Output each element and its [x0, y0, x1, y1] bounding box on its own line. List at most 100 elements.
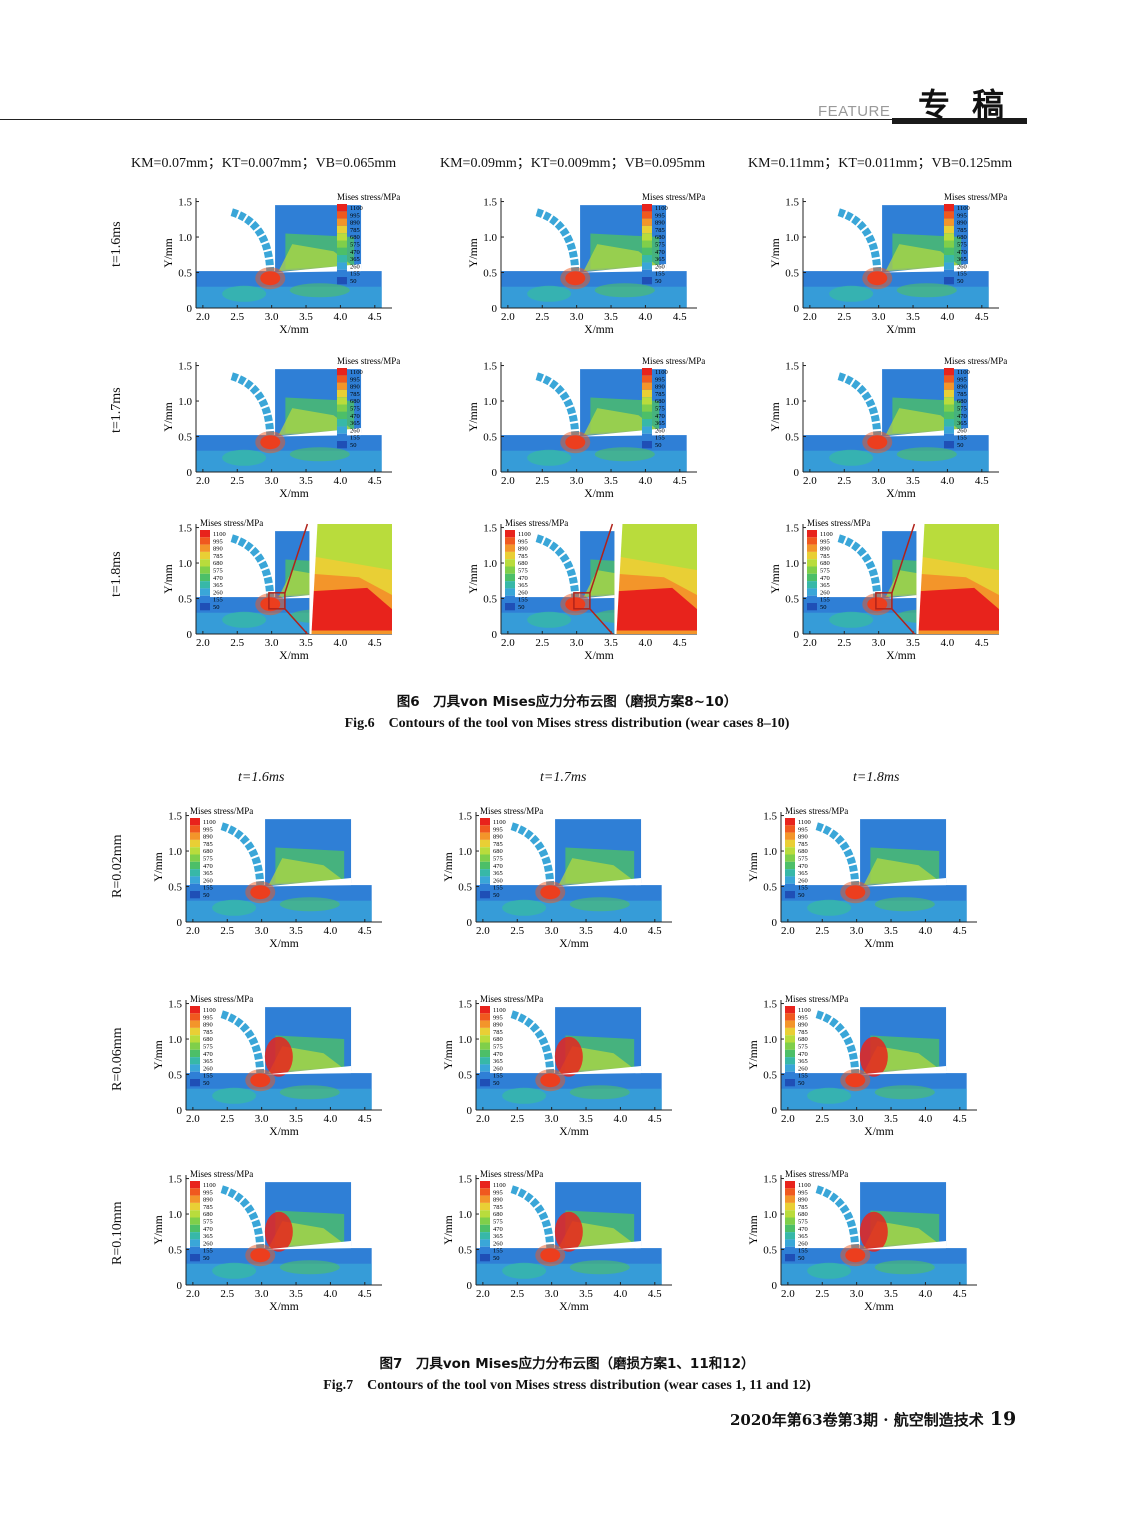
x-tick-label: 2.0 — [803, 637, 817, 649]
legend-level: 785 — [798, 841, 808, 848]
fig6-row-label-1: t=1.6ms — [109, 221, 124, 267]
legend-swatch — [190, 869, 200, 877]
legend-swatch — [641, 368, 652, 376]
legend-level: 785 — [655, 227, 665, 234]
legend-swatch — [943, 375, 954, 383]
x-tick-label: 4.0 — [334, 475, 348, 487]
chip — [220, 822, 265, 886]
clearance-gap — [860, 1241, 947, 1250]
legend-level: 365 — [350, 256, 360, 263]
x-tick-label: 4.0 — [941, 637, 955, 649]
contour-panel: 2.0 2.5 3.0 3.5 4.0 4.5 0 0.5 1.0 1.5 X/mm Y/mm Mise… — [468, 518, 697, 662]
legend-swatch — [190, 1027, 200, 1036]
x-tick-label: 2.5 — [535, 311, 549, 323]
legend-level: 365 — [493, 1233, 503, 1240]
x-tick-label: 4.5 — [953, 1113, 967, 1125]
y-tick-label: 0 — [187, 467, 193, 479]
legend-swatch — [641, 411, 652, 420]
legend-level: 1100 — [203, 819, 216, 826]
legend-swatch — [505, 551, 515, 560]
x-tick-label: 3.5 — [289, 1288, 303, 1300]
legend-swatch — [200, 559, 210, 567]
legend-swatch — [336, 397, 347, 405]
clearance-gap — [555, 1066, 642, 1075]
legend-level: 260 — [655, 263, 665, 270]
legend-title: Mises stress/MPa — [642, 356, 705, 366]
stress-legend: Mises stress/MPa 110099589078568057547036… — [785, 994, 848, 1087]
y-axis-label: Y/mm — [770, 238, 782, 267]
x-tick-label: 3.0 — [570, 475, 584, 487]
legend-level: 890 — [655, 220, 665, 227]
legend-level: 365 — [798, 870, 808, 877]
y-tick-label: 1.0 — [178, 396, 192, 408]
y-axis-label: Y/mm — [163, 402, 175, 431]
stress-field — [186, 1182, 372, 1285]
stress-field — [501, 205, 687, 308]
legend-swatch — [336, 233, 347, 241]
legend-level: 470 — [957, 413, 967, 420]
legend-swatch — [336, 269, 347, 277]
y-axis-label: Y/mm — [748, 852, 760, 881]
x-tick-label: 2.5 — [815, 925, 829, 937]
y-tick-label: 0.5 — [178, 594, 192, 606]
legend-swatch — [336, 411, 347, 420]
legend-level: 785 — [820, 553, 830, 560]
legend-swatch — [480, 1246, 490, 1254]
x-tick-label: 2.0 — [803, 311, 817, 323]
contour-panel: 2.0 2.5 3.0 3.5 4.0 4.5 0 0.5 1.0 1.5 X/mm Y/mm Mise… — [443, 1169, 672, 1313]
legend-level: 995 — [655, 376, 665, 383]
legend-level: 1100 — [957, 205, 970, 212]
x-axis-label: X/mm — [584, 488, 613, 500]
y-tick-label: 1.0 — [458, 846, 472, 858]
x-axis-label: X/mm — [559, 938, 588, 950]
legend-level: 995 — [493, 1014, 503, 1021]
zoom-arrow — [284, 523, 309, 594]
legend-level: 50 — [493, 1255, 500, 1262]
chip — [815, 1185, 860, 1249]
legend-level: 260 — [350, 263, 360, 270]
stress-legend: Mises stress/MPa 110099589078568057547036… — [505, 518, 568, 611]
y-tick-label: 1.5 — [483, 361, 497, 373]
legend-level: 785 — [493, 841, 503, 848]
legend-swatch — [480, 1013, 490, 1021]
legend-swatch — [480, 825, 490, 833]
y-tick-label: 1.5 — [178, 197, 192, 209]
page-number: 19 — [989, 1408, 1017, 1430]
legend-level: 575 — [203, 1044, 213, 1051]
x-tick-label: 4.5 — [648, 1113, 662, 1125]
x-tick-label: 3.5 — [579, 1288, 593, 1300]
legend-level: 680 — [350, 398, 360, 405]
legend-level: 680 — [655, 234, 665, 241]
legend-swatch — [190, 847, 200, 855]
legend-level: 50 — [203, 1080, 210, 1087]
y-tick-label: 1.0 — [168, 846, 182, 858]
x-tick-label: 2.0 — [476, 925, 490, 937]
legend-level: 50 — [203, 1255, 210, 1262]
x-tick-label: 4.5 — [368, 475, 382, 487]
legend-swatch — [480, 1049, 490, 1058]
legend-level: 995 — [493, 1189, 503, 1196]
zoom-box — [573, 592, 591, 610]
legend-level: 995 — [203, 826, 213, 833]
legend-swatch — [943, 397, 954, 405]
x-tick-label: 2.5 — [815, 1288, 829, 1300]
legend-swatch — [785, 839, 795, 848]
chip — [837, 208, 882, 272]
legend-swatch — [807, 573, 817, 582]
stress-field — [186, 1007, 372, 1110]
legend-level: 155 — [203, 1248, 213, 1255]
legend-level: 890 — [518, 546, 528, 553]
legend-level: 470 — [798, 1226, 808, 1233]
stress-legend: Mises stress/MPa 110099589078568057547036… — [190, 806, 253, 899]
legend-swatch — [785, 861, 795, 870]
x-tick-label: 3.5 — [604, 475, 618, 487]
legend-level: 1100 — [203, 1182, 216, 1189]
legend-level: 1100 — [350, 205, 363, 212]
y-axis-label: Y/mm — [748, 1215, 760, 1244]
y-tick-label: 1.5 — [483, 523, 497, 535]
legend-swatch — [505, 530, 515, 538]
x-axis-label: X/mm — [584, 650, 613, 662]
x-tick-label: 3.0 — [850, 1288, 864, 1300]
legend-level: 365 — [518, 582, 528, 589]
x-tick-label: 4.0 — [334, 637, 348, 649]
